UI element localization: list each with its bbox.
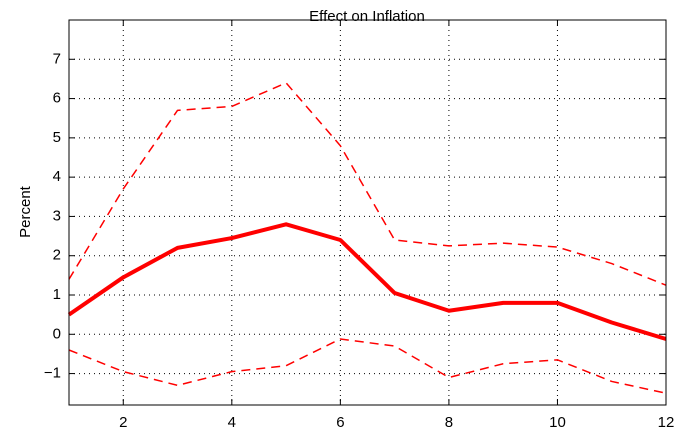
x-tick-label: 8 [445, 414, 453, 431]
y-tick-label: 4 [53, 168, 61, 185]
plot-frame [68, 19, 667, 406]
x-tick-label: 12 [658, 414, 675, 431]
band-line [68, 82, 667, 286]
x-tick-label: 10 [549, 414, 566, 431]
y-tick-label: −1 [44, 365, 61, 382]
x-tick-label: 4 [228, 414, 236, 431]
y-tick-label: 5 [53, 129, 61, 146]
y-tick-label: 2 [53, 247, 61, 264]
x-tick-label: 6 [336, 414, 344, 431]
chart-title: Effect on Inflation [309, 8, 425, 25]
x-tick-label: 2 [119, 414, 127, 431]
y-tick-label: 6 [53, 90, 61, 107]
response-line [67, 222, 667, 341]
y-axis-label: Percent [17, 185, 34, 238]
band-line [68, 338, 667, 394]
y-tick-label: 3 [53, 207, 61, 224]
y-tick-label: 7 [53, 50, 61, 67]
y-tick-label: 1 [53, 286, 61, 303]
y-tick-label: 0 [53, 325, 61, 342]
